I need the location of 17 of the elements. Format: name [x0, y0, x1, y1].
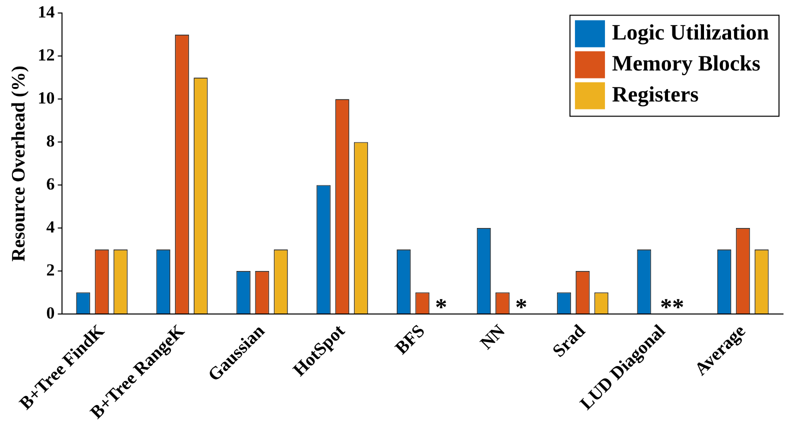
legend-label: Logic Utilization: [612, 19, 770, 44]
x-tick-label: BFS: [391, 320, 429, 358]
y-tick-label: 8: [46, 132, 55, 150]
legend-label: Registers: [612, 81, 700, 106]
y-tick-label: 12: [38, 46, 55, 65]
y-tick-label: 0: [46, 303, 55, 322]
y-tick-label: 6: [46, 174, 55, 194]
y-tick-label: 4: [46, 217, 56, 236]
annotation: *: [435, 295, 448, 322]
y-axis-title: Resource Overhead (%): [8, 66, 30, 262]
legend-label: Memory Blocks: [612, 50, 761, 76]
x-tick-label: NN: [476, 320, 509, 354]
annotation: *: [515, 295, 528, 322]
y-tick-label: 14: [38, 2, 56, 22]
annotation: **: [660, 295, 684, 322]
y-tick-label: 2: [46, 260, 55, 280]
y-tick-label: 10: [38, 88, 55, 108]
